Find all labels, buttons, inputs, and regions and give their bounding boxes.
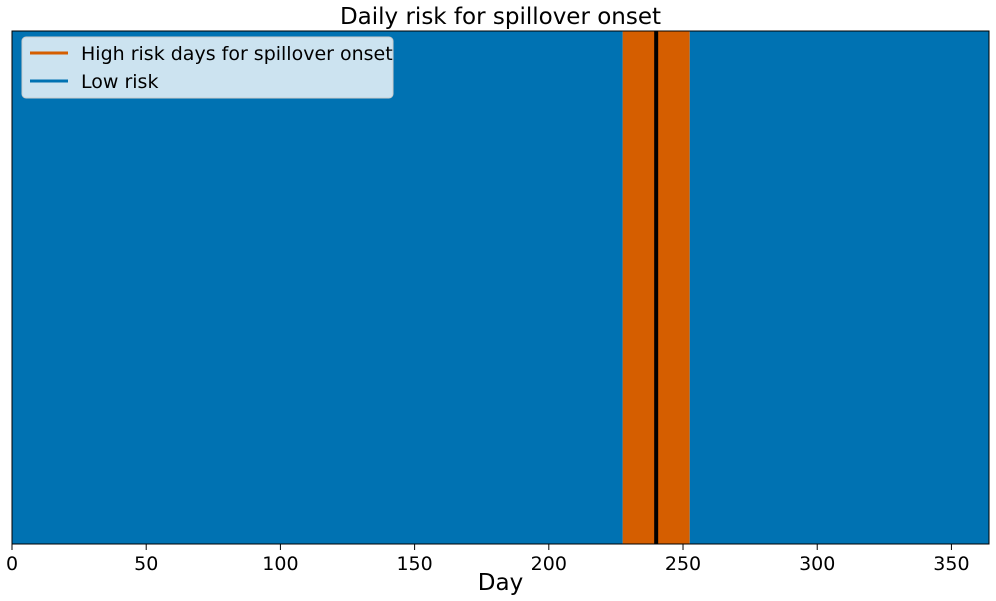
- legend-label-0: High risk days for spillover onset: [81, 43, 393, 65]
- legend-label-1: Low risk: [81, 71, 158, 93]
- x-tick-label-0: 0: [6, 553, 18, 575]
- low-risk-band-1: [689, 31, 989, 544]
- plot-frame: [11, 30, 990, 545]
- x-axis-ticks: 0 50 100 150 200 250 300 350: [6, 544, 970, 575]
- legend: High risk days for spillover onset Low ri…: [21, 36, 394, 99]
- legend-box: [21, 36, 394, 99]
- x-tick-label-50: 50: [134, 553, 158, 575]
- x-tick-label-250: 250: [665, 553, 701, 575]
- x-axis-label: Day: [478, 570, 523, 596]
- x-tick-label-300: 300: [799, 553, 835, 575]
- risk-bands: [12, 31, 989, 544]
- low-risk-band-0: [12, 31, 623, 544]
- x-tick-label-350: 350: [933, 553, 969, 575]
- x-tick-label-200: 200: [531, 553, 567, 575]
- x-tick-label-150: 150: [396, 553, 432, 575]
- chart-title: Daily risk for spillover onset: [340, 4, 661, 30]
- x-tick-label-100: 100: [262, 553, 298, 575]
